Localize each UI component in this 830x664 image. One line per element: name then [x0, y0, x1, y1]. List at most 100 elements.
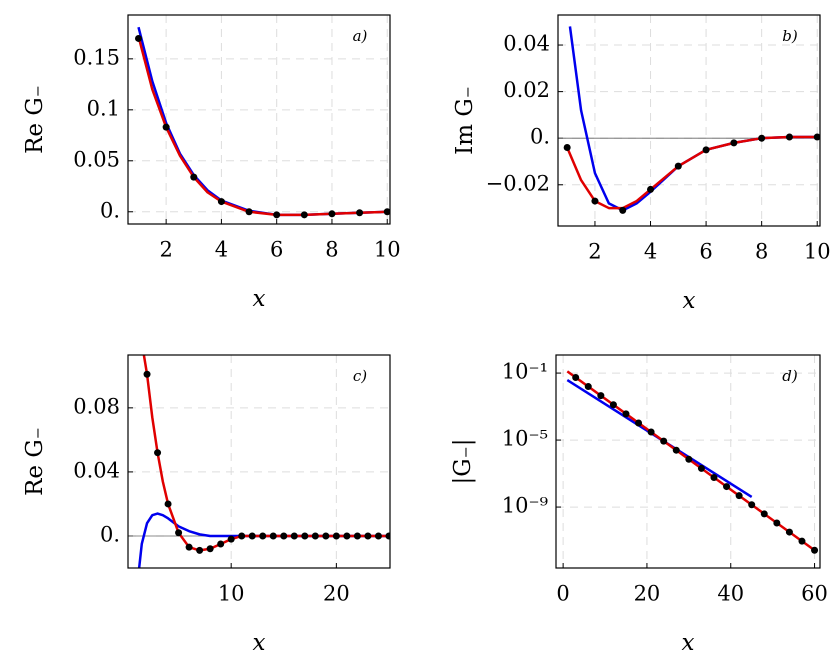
y-tick-label: 0.04 [503, 32, 550, 56]
x-tick-label: 10 [374, 238, 401, 262]
data-point [758, 134, 766, 142]
data-point [196, 546, 204, 554]
x-tick-label: 0 [556, 582, 569, 606]
data-point [591, 197, 599, 205]
data-point [773, 519, 781, 527]
data-point [328, 210, 336, 218]
data-point [702, 146, 710, 154]
panel: 2 4 6 8 10 0. 0.05 0.1 0.15 a) x Re G₋ [22, 14, 401, 312]
data-point [280, 532, 288, 540]
y-axis-label: Re G₋ [22, 427, 48, 496]
x-axis-label: x [253, 630, 266, 656]
y-axis-label: Re G₋ [22, 85, 48, 154]
data-point [190, 173, 198, 181]
data-point [785, 133, 793, 141]
y-tick-label: 10⁻⁹ [502, 494, 548, 518]
plot-area [558, 26, 820, 214]
data-point [647, 185, 655, 193]
y-tick-label: 10⁻⁵ [502, 427, 548, 451]
data-point [647, 428, 655, 436]
curve [137, 36, 388, 217]
panel: 0 20 40 60 10⁻⁹ 10⁻⁵ 10⁻¹ d) x |G₋| [450, 354, 828, 656]
y-tick-label: 0.1 [87, 96, 120, 120]
data-point [311, 532, 319, 540]
annotation: d) [782, 367, 798, 385]
data-point [185, 543, 193, 551]
data-point [710, 474, 718, 482]
x-tick-label: 6 [270, 238, 283, 262]
data-point [269, 532, 277, 540]
data-point [217, 540, 225, 548]
data-point [290, 532, 298, 540]
data-point [227, 535, 235, 543]
data-point [273, 211, 281, 219]
annotation: a) [353, 27, 368, 45]
data-point [322, 532, 330, 540]
x-tick-label: 40 [717, 582, 744, 606]
data-point [353, 532, 361, 540]
data-point [723, 483, 731, 491]
data-point [135, 34, 143, 42]
data-point [300, 211, 308, 219]
data-point [811, 546, 819, 554]
data-point [785, 528, 793, 536]
data-point [572, 373, 580, 381]
data-point [760, 510, 768, 518]
y-tick-label: 0.02 [503, 78, 550, 102]
plot-frame [557, 14, 821, 227]
data-point [248, 532, 256, 540]
y-tick-label: 0. [100, 522, 120, 546]
data-point [374, 532, 382, 540]
curve [566, 135, 818, 210]
plot-area [566, 370, 819, 554]
curve [137, 26, 388, 217]
plot-frame [127, 14, 391, 225]
x-tick-label: 2 [159, 238, 172, 262]
data-point [332, 532, 340, 540]
data-point [584, 383, 592, 391]
x-tick-label: 20 [323, 582, 350, 606]
x-tick-label: 8 [325, 238, 338, 262]
y-tick-label: 0. [530, 125, 550, 149]
x-tick-label: 10 [218, 582, 245, 606]
data-point [609, 401, 617, 409]
x-axis-label: x [683, 288, 696, 314]
data-point [660, 437, 668, 445]
data-point [748, 501, 756, 509]
y-tick-label: 0.04 [73, 458, 120, 482]
data-point [164, 500, 172, 508]
y-tick-label: 0.05 [73, 147, 120, 171]
data-point [356, 209, 364, 217]
y-tick-label: 0.15 [73, 45, 120, 69]
x-tick-label: 4 [215, 238, 228, 262]
panel: 10 20 0. 0.04 0.08 c) x Re G₋ [22, 354, 391, 656]
y-tick-label: 0.08 [73, 394, 120, 418]
data-point [619, 206, 627, 214]
data-point [674, 162, 682, 170]
x-tick-label: 6 [699, 240, 712, 264]
data-point [563, 144, 571, 152]
x-tick-label: 10 [804, 240, 830, 264]
x-tick-label: 2 [588, 240, 601, 264]
y-axis-label: |G₋| [450, 438, 476, 484]
curve [568, 26, 818, 212]
x-axis-label: x [253, 286, 266, 312]
plot-frame [127, 354, 391, 569]
data-point [813, 133, 820, 141]
data-point [301, 532, 309, 540]
data-point [798, 537, 806, 545]
data-point [143, 370, 151, 378]
plot-frame [555, 354, 821, 569]
data-point [217, 198, 225, 206]
y-tick-label: 10⁻¹ [502, 360, 548, 384]
panel: 2 4 6 8 10 −0.02 0. 0.02 0.04 b) x Im G₋ [452, 14, 830, 314]
data-point [735, 492, 743, 500]
data-point [175, 529, 183, 537]
y-tick-label: −0.02 [486, 171, 550, 195]
data-point [385, 532, 390, 540]
data-point [685, 455, 693, 463]
data-point [697, 464, 705, 472]
data-point [245, 208, 253, 216]
annotation: c) [353, 367, 367, 385]
x-axis-label: x [682, 630, 695, 656]
